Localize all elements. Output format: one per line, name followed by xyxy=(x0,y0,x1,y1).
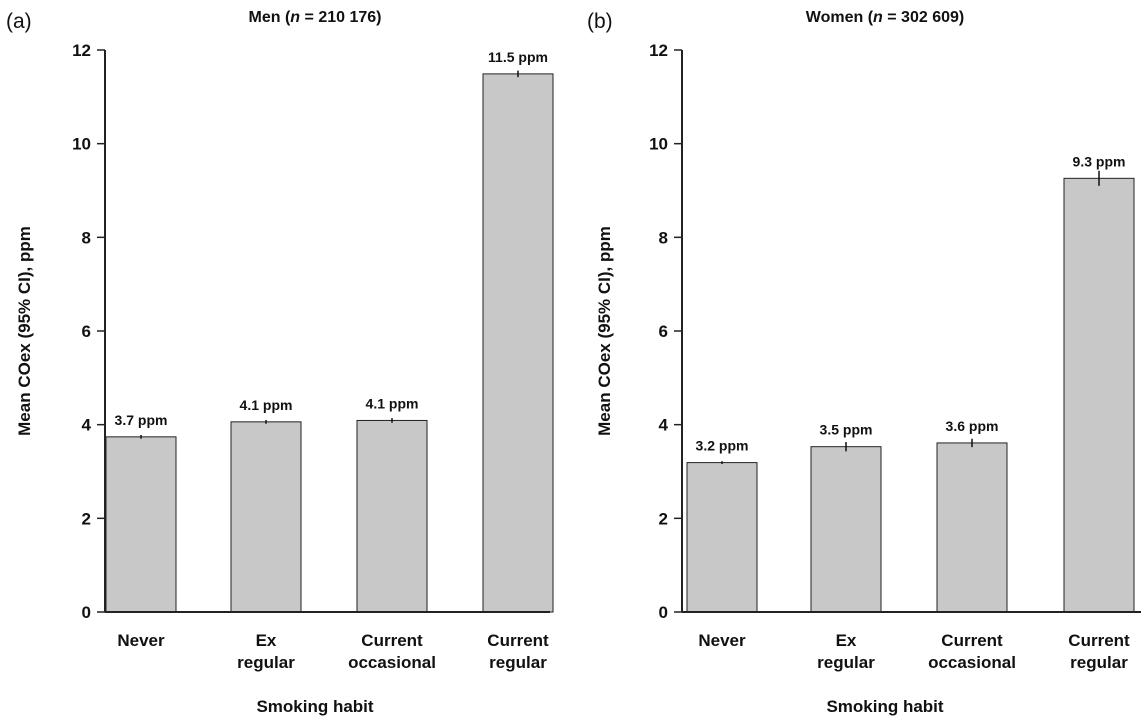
data-label-2: 3.5 ppm xyxy=(820,422,873,438)
category-label-line: Never xyxy=(117,631,165,650)
y-tick-label: 10 xyxy=(649,135,668,154)
bar-4 xyxy=(482,73,554,613)
category-label-line: occasional xyxy=(928,653,1016,672)
data-label-1: 3.7 ppm xyxy=(115,412,168,428)
category-label-1: Never xyxy=(698,631,746,650)
category-label-line: Current xyxy=(1068,631,1130,650)
category-label-2: Ex regular xyxy=(817,631,875,672)
bar-1 xyxy=(686,462,758,613)
title-n: n xyxy=(873,9,883,26)
category-label-line: Current xyxy=(361,631,423,650)
category-label-line: Current xyxy=(487,631,549,650)
category-label-line: Current xyxy=(941,631,1003,650)
y-tick-label: 2 xyxy=(659,509,668,528)
bar-3 xyxy=(356,419,428,613)
bar-2 xyxy=(230,421,302,613)
x-axis-label: Smoking habit xyxy=(256,697,373,716)
title-prefix: Women ( xyxy=(806,9,874,26)
category-label-2: Ex regular xyxy=(237,631,295,672)
data-label-2: 4.1 ppm xyxy=(240,397,293,413)
category-label-4: Current regular xyxy=(487,631,549,672)
panel-label: (b) xyxy=(587,10,613,33)
bar-2 xyxy=(810,446,882,613)
y-tick-label: 0 xyxy=(82,603,91,622)
y-tick-label: 12 xyxy=(649,41,668,60)
category-label-line: Ex xyxy=(256,631,277,650)
data-label-4: 9.3 ppm xyxy=(1073,153,1126,169)
y-tick-label: 4 xyxy=(659,416,669,435)
data-label-3: 3.6 ppm xyxy=(946,418,999,434)
data-label-3: 4.1 ppm xyxy=(366,395,419,411)
bar-4 xyxy=(1063,177,1135,613)
y-axis-label: Mean COex (95% CI), ppm xyxy=(595,226,614,436)
y-tick-label: 10 xyxy=(72,135,91,154)
bar-3 xyxy=(936,442,1008,613)
title-n: n xyxy=(290,9,300,26)
y-tick-label: 4 xyxy=(82,416,92,435)
data-label-4: 11.5 ppm xyxy=(488,49,548,65)
title-prefix: Men ( xyxy=(249,9,291,26)
category-label-line: Ex xyxy=(836,631,857,650)
category-label-line: Never xyxy=(698,631,746,650)
title-suffix: = 210 176) xyxy=(300,9,381,26)
y-tick-label: 0 xyxy=(659,603,668,622)
y-tick-label: 2 xyxy=(82,509,91,528)
category-label-line: regular xyxy=(489,653,547,672)
category-label-4: Current regular xyxy=(1068,631,1130,672)
y-tick-label: 6 xyxy=(659,322,668,341)
chart-panel-b: (b) Women (n = 302 609) Mean COex (95% CI)… xyxy=(587,9,1141,716)
y-tick-label: 6 xyxy=(82,322,91,341)
chart-panel-a: (a) Men (n = 210 176) Mean COex (95% CI), … xyxy=(6,9,554,716)
y-tick-label: 8 xyxy=(82,228,91,247)
category-label-line: regular xyxy=(237,653,295,672)
chart-title: Men (n = 210 176) xyxy=(249,9,382,26)
category-label-3: Current occasional xyxy=(928,631,1016,672)
x-axis-label: Smoking habit xyxy=(826,697,943,716)
y-axis-label: Mean COex (95% CI), ppm xyxy=(15,226,34,436)
y-tick-label: 8 xyxy=(659,228,668,247)
bar-1 xyxy=(105,436,177,613)
title-suffix: = 302 609) xyxy=(883,9,964,26)
chart-title: Women (n = 302 609) xyxy=(806,9,964,26)
category-label-3: Current occasional xyxy=(348,631,436,672)
category-label-line: occasional xyxy=(348,653,436,672)
data-label-1: 3.2 ppm xyxy=(696,438,749,454)
panel-label: (a) xyxy=(6,10,32,33)
category-label-line: regular xyxy=(1070,653,1128,672)
y-tick-label: 12 xyxy=(72,41,91,60)
category-label-line: regular xyxy=(817,653,875,672)
category-label-1: Never xyxy=(117,631,165,650)
